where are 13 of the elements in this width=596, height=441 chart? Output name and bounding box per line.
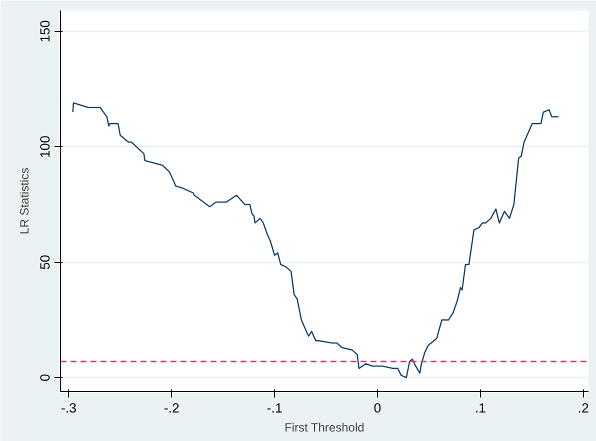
x-tick-label: .2 [578, 400, 589, 416]
line-series [72, 102, 560, 378]
x-tick-label: .1 [474, 400, 486, 416]
x-tick-label: -.1 [266, 400, 282, 416]
y-tick-label: 150 [38, 20, 52, 42]
x-tick-label: -.2 [164, 400, 180, 416]
x-tick-label: 0 [374, 400, 382, 416]
y-axis-title: LR Statistics [18, 168, 32, 234]
y-tick-label: 100 [38, 136, 52, 158]
x-axis-title: First Threshold [284, 420, 364, 434]
y-tick-label: 0 [38, 374, 52, 382]
x-tick-label: -.3 [60, 400, 77, 416]
y-tick-label: 50 [38, 254, 52, 270]
